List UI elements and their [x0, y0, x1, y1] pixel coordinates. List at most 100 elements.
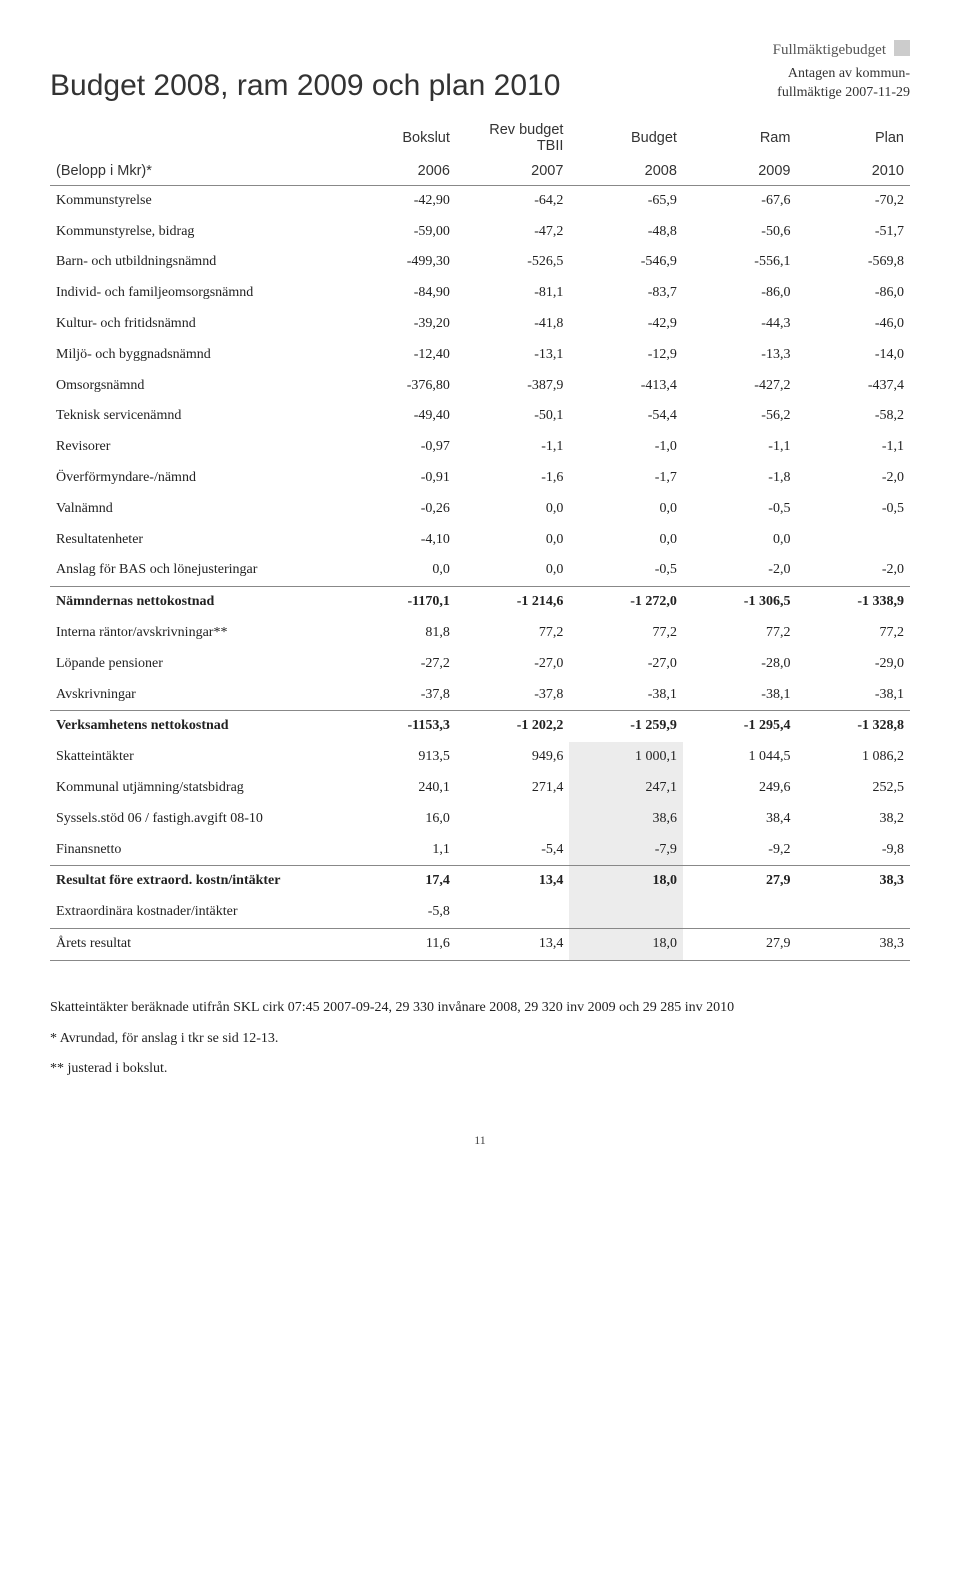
cell [569, 897, 683, 928]
cell: 0,0 [456, 555, 570, 586]
cell: -546,9 [569, 247, 683, 278]
cell: 38,2 [796, 804, 910, 835]
table-row: Anslag för BAS och lönejusteringar0,00,0… [50, 555, 910, 586]
cell: 18,0 [569, 928, 683, 960]
table-row: Kommunal utjämning/statsbidrag240,1271,4… [50, 773, 910, 804]
cell: -12,40 [342, 340, 456, 371]
cell: -29,0 [796, 649, 910, 680]
table-row: Miljö- och byggnadsnämnd-12,40-13,1-12,9… [50, 340, 910, 371]
row-label: Verksamhetens nettokostnad [50, 711, 342, 742]
row-label: Resultat före extraord. kostn/intäkter [50, 866, 342, 897]
cell: -39,20 [342, 309, 456, 340]
cell: -1,1 [456, 432, 570, 463]
cell [456, 804, 570, 835]
row-label: Löpande pensioner [50, 649, 342, 680]
cell: 17,4 [342, 866, 456, 897]
cell: -28,0 [683, 649, 797, 680]
adopted-line-1: Antagen av kommun- [788, 66, 910, 81]
cell: -413,4 [569, 371, 683, 402]
cell: -2,0 [796, 555, 910, 586]
cell: -1,6 [456, 463, 570, 494]
cell: -427,2 [683, 371, 797, 402]
cell: -50,6 [683, 217, 797, 248]
row-label: Kommunstyrelse, bidrag [50, 217, 342, 248]
row-label: Finansnetto [50, 835, 342, 866]
cell: -50,1 [456, 401, 570, 432]
cell: -27,0 [456, 649, 570, 680]
row-label: Individ- och familjeomsorgsnämnd [50, 278, 342, 309]
cell: -1 202,2 [456, 711, 570, 742]
table-row: Kommunstyrelse-42,90-64,2-65,9-67,6-70,2 [50, 185, 910, 216]
budget-table: Bokslut Rev budget TBII Budget Ram Plan … [50, 119, 910, 961]
cell: -86,0 [683, 278, 797, 309]
row-label: Kultur- och fritidsnämnd [50, 309, 342, 340]
cell: 249,6 [683, 773, 797, 804]
cell: -51,7 [796, 217, 910, 248]
table-row: Valnämnd-0,260,00,0-0,5-0,5 [50, 494, 910, 525]
cell: 38,6 [569, 804, 683, 835]
cell: -376,80 [342, 371, 456, 402]
cell: -41,8 [456, 309, 570, 340]
cell: -4,10 [342, 525, 456, 556]
adopted-note: Antagen av kommun- fullmäktige 2007-11-2… [777, 65, 910, 103]
cell: 247,1 [569, 773, 683, 804]
cell: -81,1 [456, 278, 570, 309]
cell: -526,5 [456, 247, 570, 278]
cell: -13,3 [683, 340, 797, 371]
row-label: Kommunal utjämning/statsbidrag [50, 773, 342, 804]
cell [683, 897, 797, 928]
cell: 77,2 [796, 618, 910, 649]
cell: -48,8 [569, 217, 683, 248]
cell: -37,8 [342, 680, 456, 711]
cell: 77,2 [683, 618, 797, 649]
cell: -65,9 [569, 185, 683, 216]
row-label: Överförmyndare-/nämnd [50, 463, 342, 494]
cell: -437,4 [796, 371, 910, 402]
cell: -9,8 [796, 835, 910, 866]
cell: -2,0 [683, 555, 797, 586]
cell [796, 897, 910, 928]
cell: 0,0 [342, 555, 456, 586]
cell: -70,2 [796, 185, 910, 216]
cell: -1,0 [569, 432, 683, 463]
cell: -38,1 [569, 680, 683, 711]
col-head: Bokslut [342, 119, 456, 160]
cell: 0,0 [569, 525, 683, 556]
cell: -1 295,4 [683, 711, 797, 742]
cell: -556,1 [683, 247, 797, 278]
cell: -56,2 [683, 401, 797, 432]
cell: 1,1 [342, 835, 456, 866]
table-row: Nämndernas nettokostnad-1170,1-1 214,6-1… [50, 587, 910, 618]
cell: -499,30 [342, 247, 456, 278]
cell: 0,0 [456, 494, 570, 525]
cell: -387,9 [456, 371, 570, 402]
col-subhead: 2007 [456, 160, 570, 186]
row-label: Interna räntor/avskrivningar** [50, 618, 342, 649]
table-row: Löpande pensioner-27,2-27,0-27,0-28,0-29… [50, 649, 910, 680]
footnotes: Skatteintäkter beräknade utifrån SKL cir… [50, 993, 910, 1085]
cell: -1 272,0 [569, 587, 683, 618]
page-number: 11 [50, 1133, 910, 1148]
table-row: Extraordinära kostnader/intäkter-5,8 [50, 897, 910, 928]
table-row: Resultatenheter-4,100,00,00,0 [50, 525, 910, 556]
cell: 11,6 [342, 928, 456, 960]
cell: 13,4 [456, 928, 570, 960]
cell: -5,8 [342, 897, 456, 928]
table-row: Kommunstyrelse, bidrag-59,00-47,2-48,8-5… [50, 217, 910, 248]
row-label: Teknisk servicenämnd [50, 401, 342, 432]
col-head [50, 119, 342, 160]
table-row: Teknisk servicenämnd-49,40-50,1-54,4-56,… [50, 401, 910, 432]
row-label: Extraordinära kostnader/intäkter [50, 897, 342, 928]
table-row: Individ- och familjeomsorgsnämnd-84,90-8… [50, 278, 910, 309]
cell: -38,1 [683, 680, 797, 711]
cell: -13,1 [456, 340, 570, 371]
cell: 27,9 [683, 866, 797, 897]
cell: -1 306,5 [683, 587, 797, 618]
table-row: Revisorer-0,97-1,1-1,0-1,1-1,1 [50, 432, 910, 463]
table-row: Årets resultat11,613,418,027,938,3 [50, 928, 910, 960]
col-subhead: 2009 [683, 160, 797, 186]
cell: -0,91 [342, 463, 456, 494]
cell: -38,1 [796, 680, 910, 711]
title-row: Budget 2008, ram 2009 och plan 2010 Anta… [50, 65, 910, 103]
cell: 1 086,2 [796, 742, 910, 773]
